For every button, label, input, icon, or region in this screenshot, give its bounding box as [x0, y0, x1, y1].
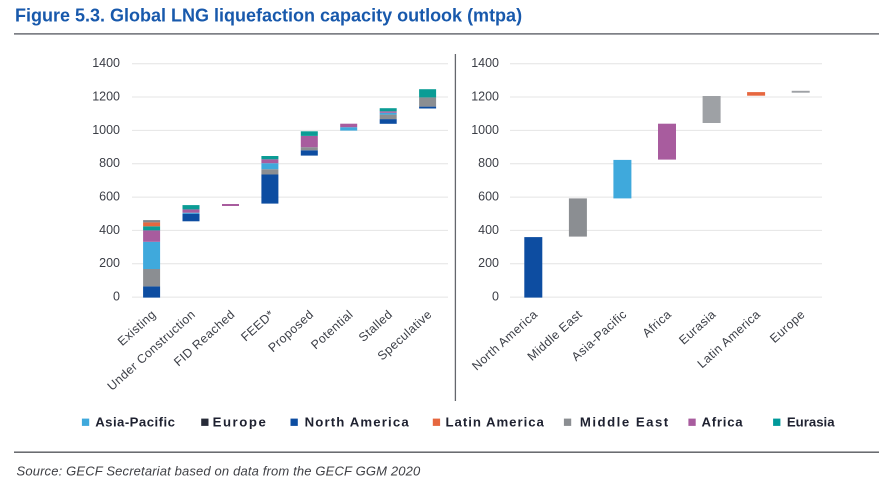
svg-text:Eurasia: Eurasia — [787, 415, 835, 430]
svg-text:Asia-Pacific: Asia-Pacific — [95, 415, 175, 430]
svg-text:1400: 1400 — [471, 56, 499, 70]
svg-text:800: 800 — [99, 156, 120, 170]
svg-text:1200: 1200 — [92, 90, 120, 104]
svg-text:1000: 1000 — [471, 123, 499, 137]
svg-text:200: 200 — [99, 256, 120, 270]
svg-text:Africa: Africa — [702, 415, 744, 430]
svg-text:Latin America: Latin America — [446, 415, 545, 430]
svg-text:1000: 1000 — [92, 123, 120, 137]
svg-text:Middle East: Middle East — [580, 415, 670, 430]
svg-text:North America: North America — [305, 415, 410, 430]
svg-text:Source: GECF Secretariat based: Source: GECF Secretariat based on data f… — [17, 464, 422, 479]
svg-text:Figure 5.3. Global LNG liquefa: Figure 5.3. Global LNG liquefaction capa… — [15, 6, 522, 26]
svg-text:800: 800 — [478, 156, 499, 170]
svg-text:200: 200 — [478, 256, 499, 270]
svg-text:600: 600 — [478, 190, 499, 204]
svg-text:0: 0 — [492, 290, 499, 304]
svg-text:0: 0 — [113, 290, 120, 304]
svg-text:1400: 1400 — [92, 56, 120, 70]
svg-text:400: 400 — [478, 223, 499, 237]
svg-text:1200: 1200 — [471, 90, 499, 104]
svg-text:400: 400 — [99, 223, 120, 237]
svg-text:Europe: Europe — [213, 415, 268, 430]
svg-text:600: 600 — [99, 190, 120, 204]
